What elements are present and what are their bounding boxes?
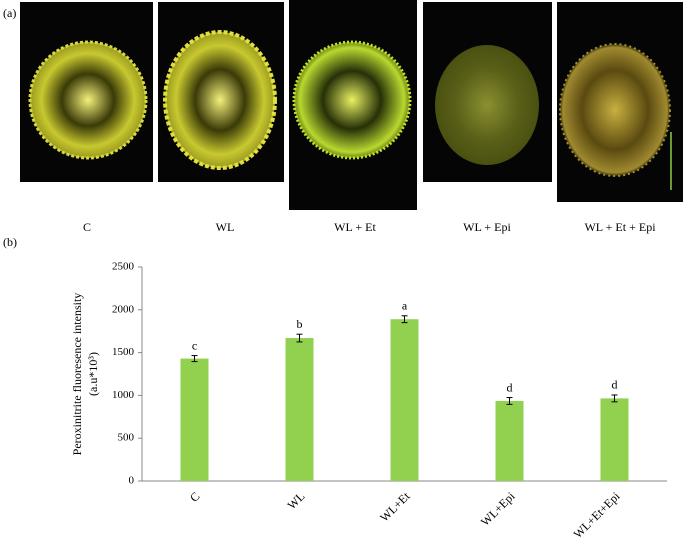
x-tick-label: WL+Et+Epi <box>571 489 623 541</box>
y-tick-label: 1000 <box>112 389 135 401</box>
bar <box>285 338 314 481</box>
caption: WL + Et <box>334 220 376 234</box>
error-bar <box>611 394 618 403</box>
x-tick-label: WL+Et <box>377 489 413 525</box>
y-axis-label: Peroxinitrite fluoresence intensity <box>70 293 84 456</box>
chart: 0 500 1000 1500 2000 2500 Peroxinitrite fluore… <box>70 261 667 541</box>
cross-section <box>435 45 539 165</box>
x-tick-label: WL <box>284 489 307 512</box>
caption: WL + Epi <box>463 220 511 234</box>
bar <box>600 398 629 481</box>
micrographs <box>20 0 683 210</box>
error-bar <box>191 355 198 363</box>
caption: C <box>83 220 91 234</box>
significance-letter: d <box>507 380 513 394</box>
cross-section <box>292 40 412 160</box>
captions: C WL WL + Et WL + Epi WL + Et + Epi <box>83 220 656 234</box>
y-axis-label: (a.u*10³) <box>86 352 100 396</box>
error-bar <box>506 397 513 405</box>
y-tick-label: 2000 <box>112 303 135 315</box>
caption: WL + Et + Epi <box>584 220 656 234</box>
y-tick-label: 0 <box>129 475 135 487</box>
panel-label: (b) <box>3 235 17 249</box>
cross-section <box>163 30 277 170</box>
panel-label: (a) <box>3 6 16 20</box>
bar <box>495 400 524 481</box>
cross-section <box>559 43 671 177</box>
y-tick-label: 500 <box>118 432 135 444</box>
bar <box>390 319 419 481</box>
bar <box>180 358 209 481</box>
x-tick-label: WL+Epi <box>478 489 518 529</box>
y-tick-label: 2500 <box>112 261 135 273</box>
cross-section <box>28 40 148 160</box>
significance-letter: c <box>192 338 197 352</box>
significance-letter: a <box>402 299 408 313</box>
y-tick-label: 1500 <box>112 346 135 358</box>
error-bar <box>401 315 408 324</box>
significance-letter: b <box>297 317 303 331</box>
caption: WL <box>216 220 235 234</box>
x-tick-label: C <box>187 489 203 505</box>
error-bar <box>296 333 303 343</box>
significance-letter: d <box>612 378 618 392</box>
